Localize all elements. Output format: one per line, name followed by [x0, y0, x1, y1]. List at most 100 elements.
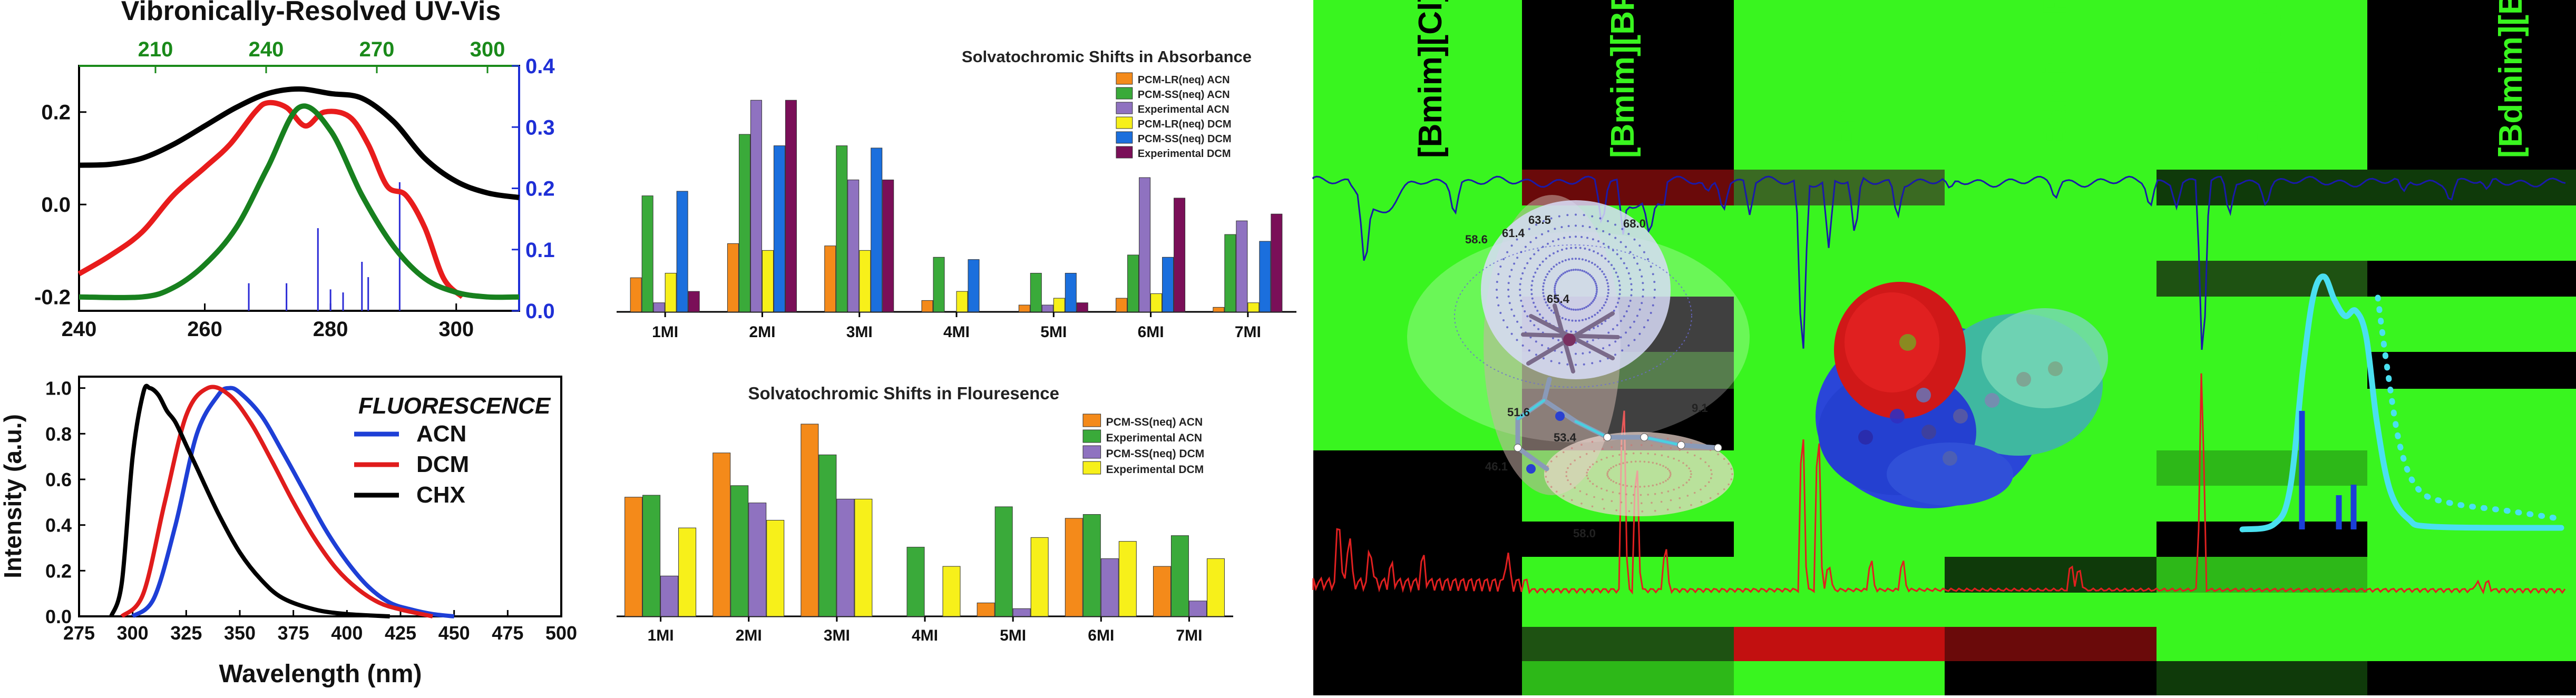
surface-dot [1596, 266, 1599, 268]
surface-dot [1578, 319, 1580, 322]
legend-label: PCM-SS(neq) ACN [1138, 89, 1230, 101]
legend-label: Experimental DCM [1138, 148, 1231, 160]
surface-dot [1690, 504, 1692, 506]
fl-ytick-label: 0.8 [45, 423, 72, 445]
surface-dot [1595, 284, 1598, 287]
surface-dot [1568, 258, 1570, 261]
heatmap-cell [2157, 352, 2367, 389]
surface-dot [1610, 479, 1612, 481]
uv-ytick-label: -0.2 [34, 286, 71, 309]
surface-dot [1630, 283, 1633, 286]
surface-dot [1668, 476, 1671, 479]
surface-dot [1709, 449, 1712, 451]
surface-dot [1502, 258, 1505, 260]
bar-experimental-dcm [688, 291, 700, 312]
surface-dot [1662, 481, 1664, 484]
surface-dot [1563, 237, 1565, 239]
heatmap-cell [1734, 205, 1945, 261]
surface-dot [1520, 299, 1523, 302]
bar-experimental-dcm [1206, 558, 1225, 617]
surface-dot [1577, 269, 1579, 271]
surface-dot [1555, 490, 1558, 493]
surface-dot [1545, 276, 1547, 278]
heatmap-cell [2367, 297, 2576, 352]
surface-dot [1577, 308, 1579, 311]
surface-dot [1647, 258, 1649, 260]
surface-dot [1591, 262, 1593, 264]
angle-label: 53.4 [1554, 431, 1577, 444]
surface-dot [1625, 331, 1627, 334]
heatmap-cell [1734, 661, 1945, 695]
surface-dot [1595, 282, 1597, 285]
fl-xtick-label: 475 [492, 622, 523, 644]
heatmap-cell [1734, 522, 1945, 557]
angle-label: 65.4 [1547, 292, 1570, 306]
surface-dot [1546, 304, 1549, 307]
surface-dot [1541, 233, 1543, 235]
surface-dot [1560, 351, 1563, 353]
surface-dot [1643, 326, 1645, 329]
legend-swatch [1116, 102, 1133, 114]
surface-dot [1594, 313, 1596, 316]
surface-dot [1616, 301, 1619, 304]
surface-dot [1602, 448, 1604, 450]
surface-dot [1547, 242, 1549, 245]
surface-dot [1603, 273, 1605, 276]
surface-dot [1554, 291, 1556, 293]
heatmap-cell [2157, 261, 2367, 297]
surface-dot [1575, 258, 1577, 260]
surface-dot [1553, 266, 1555, 268]
surface-dot [1606, 282, 1609, 284]
surface-dot [1661, 454, 1663, 457]
bar-experimental-dcm [785, 100, 797, 312]
heatmap-cell [1945, 593, 2157, 627]
surface-dot [1654, 493, 1656, 495]
fl-xtick-label: 450 [438, 622, 470, 644]
surface-dot [1569, 463, 1572, 465]
esp-atom [2048, 361, 2063, 376]
category-label: 1MI [648, 627, 674, 644]
legend-swatch [1116, 131, 1133, 144]
fluorescence-plot-frame [78, 376, 562, 617]
uv-top-tick-label: 270 [359, 38, 395, 61]
surface-dot [1647, 319, 1649, 321]
surface-dot [1673, 457, 1675, 460]
surface-dot [1579, 308, 1582, 311]
surface-dot [1723, 488, 1725, 490]
heatmap-cell [1313, 627, 1522, 661]
surface-dot [1710, 469, 1712, 471]
legend-label: PCM-LR(neq) DCM [1138, 119, 1232, 130]
surface-dot [1629, 299, 1632, 302]
surface-dot [1516, 257, 1519, 259]
surface-dot [1552, 337, 1554, 339]
fl-ytick-label: 1.0 [45, 378, 72, 399]
uvvis-axes: 240 260 280 300 210 240 270 300 -0.2 0.0 0.2 0.0 0.1… [34, 38, 555, 341]
surface-dot [1669, 471, 1672, 474]
surface-dot [1562, 304, 1565, 307]
surface-dot [1612, 249, 1614, 252]
bar-pcm-lr-neq-acn [1213, 307, 1225, 312]
surface-dot [1685, 465, 1688, 467]
surface-dot [1620, 445, 1623, 447]
surface-dot [1580, 444, 1583, 446]
esp-atom [1890, 409, 1905, 424]
surface-dot [1579, 247, 1582, 249]
fl-line-CHX [109, 384, 390, 618]
surface-dot [1660, 445, 1663, 448]
column-label: [Bdmim][Cl] [2248, 0, 2284, 158]
surface-dot [1647, 461, 1650, 463]
surface-dot [1630, 502, 1633, 504]
surface-dot [1568, 269, 1570, 272]
surface-dot [1529, 320, 1532, 322]
surface-dot [1572, 269, 1575, 271]
surface-dot [1567, 467, 1569, 469]
surface-dot [1596, 289, 1598, 291]
bar-pcm-ss-neq-dcm [1162, 257, 1174, 312]
surface-dot [1595, 287, 1598, 289]
surface-dot [1679, 449, 1681, 451]
surface-dot [1559, 275, 1562, 278]
heatmap-cell [2157, 0, 2367, 170]
surface-dot [1583, 307, 1586, 309]
bar-pcm-lr-neq-acn [630, 277, 642, 312]
surface-dot [1614, 353, 1616, 356]
